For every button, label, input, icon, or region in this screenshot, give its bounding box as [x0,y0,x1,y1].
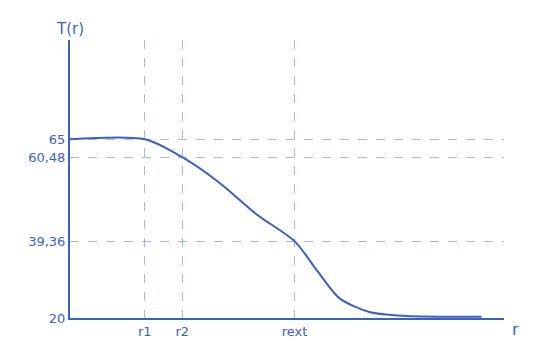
svg-text:r1: r1 [138,324,152,339]
svg-text:20: 20 [49,311,66,326]
svg-text:r2: r2 [175,324,189,339]
svg-text:60,48: 60,48 [28,150,65,165]
svg-text:T(r): T(r) [56,20,84,38]
svg-text:rext: rext [282,324,308,339]
svg-text:39,36: 39,36 [28,234,65,249]
svg-text:65: 65 [49,132,66,147]
svg-text:r: r [512,320,519,339]
